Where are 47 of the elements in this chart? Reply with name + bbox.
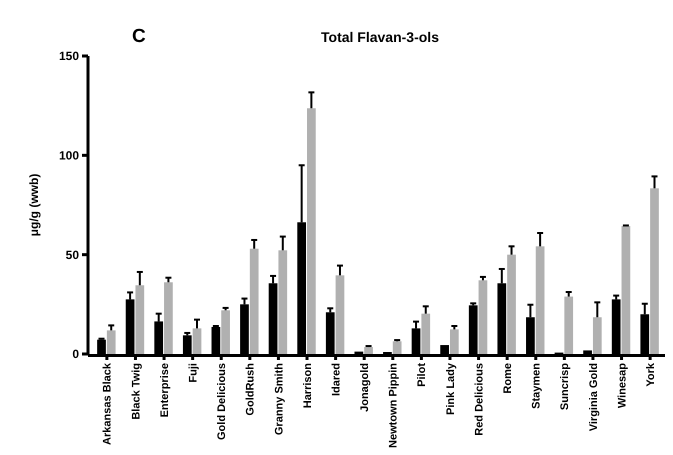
- x-tick-label: York: [644, 362, 657, 387]
- bar: [135, 285, 144, 354]
- bar: [106, 330, 116, 354]
- x-tick-label: Arkansas Black: [102, 362, 114, 445]
- x-tick-label: Enterprise: [158, 363, 171, 418]
- x-tick-label: Granny Smith: [273, 362, 286, 436]
- x-tick-label: Virginia Gold: [588, 363, 600, 432]
- y-axis-title: μg/g (wwb): [27, 174, 41, 236]
- x-tick-label: Jonagold: [359, 363, 372, 412]
- bar: [392, 341, 402, 354]
- x-tick-label: Pilot: [416, 362, 428, 387]
- bar: [650, 188, 659, 354]
- x-tick-label: Winesap: [616, 362, 628, 408]
- bar: [278, 250, 288, 354]
- bar: [164, 282, 173, 354]
- text: C: [132, 26, 146, 47]
- bar: [478, 280, 488, 354]
- y-tick-label: 50: [66, 248, 80, 262]
- x-tick-label: Pink Lady: [444, 362, 457, 415]
- x-tick-label: Harrison: [302, 362, 314, 408]
- bar: [507, 254, 516, 354]
- bar: [336, 275, 344, 354]
- y-tick-label: 100: [58, 148, 80, 163]
- chart-title: Total Flavan-3-ols: [321, 29, 440, 45]
- bar: [364, 347, 373, 354]
- y-tick-label: 0: [72, 347, 80, 362]
- x-tick-label: Gold Delicious: [216, 363, 228, 440]
- bar: [564, 296, 574, 354]
- x-tick-label: Staymen: [530, 362, 543, 409]
- y-tick-label: 150: [58, 49, 80, 64]
- x-tick-label: Rome: [502, 363, 514, 394]
- bar: [592, 317, 602, 354]
- x-tick-label: Black Twig: [130, 363, 142, 420]
- bar: [221, 310, 230, 354]
- bar: [307, 108, 316, 354]
- bar: [536, 246, 544, 354]
- bar: [421, 314, 430, 354]
- bar: [450, 329, 459, 354]
- x-tick-label: Fuji: [187, 363, 200, 383]
- x-tick-label: Red Delicious: [473, 363, 486, 436]
- x-tick-label: Idared: [330, 363, 342, 396]
- bar: [192, 328, 202, 354]
- x-tick-label: GoldRush: [244, 362, 257, 416]
- x-tick-label: Newtown Pippin: [388, 362, 400, 448]
- bar: [622, 226, 630, 354]
- x-tick-label: Suncrisp: [559, 362, 572, 410]
- bar: [250, 248, 259, 354]
